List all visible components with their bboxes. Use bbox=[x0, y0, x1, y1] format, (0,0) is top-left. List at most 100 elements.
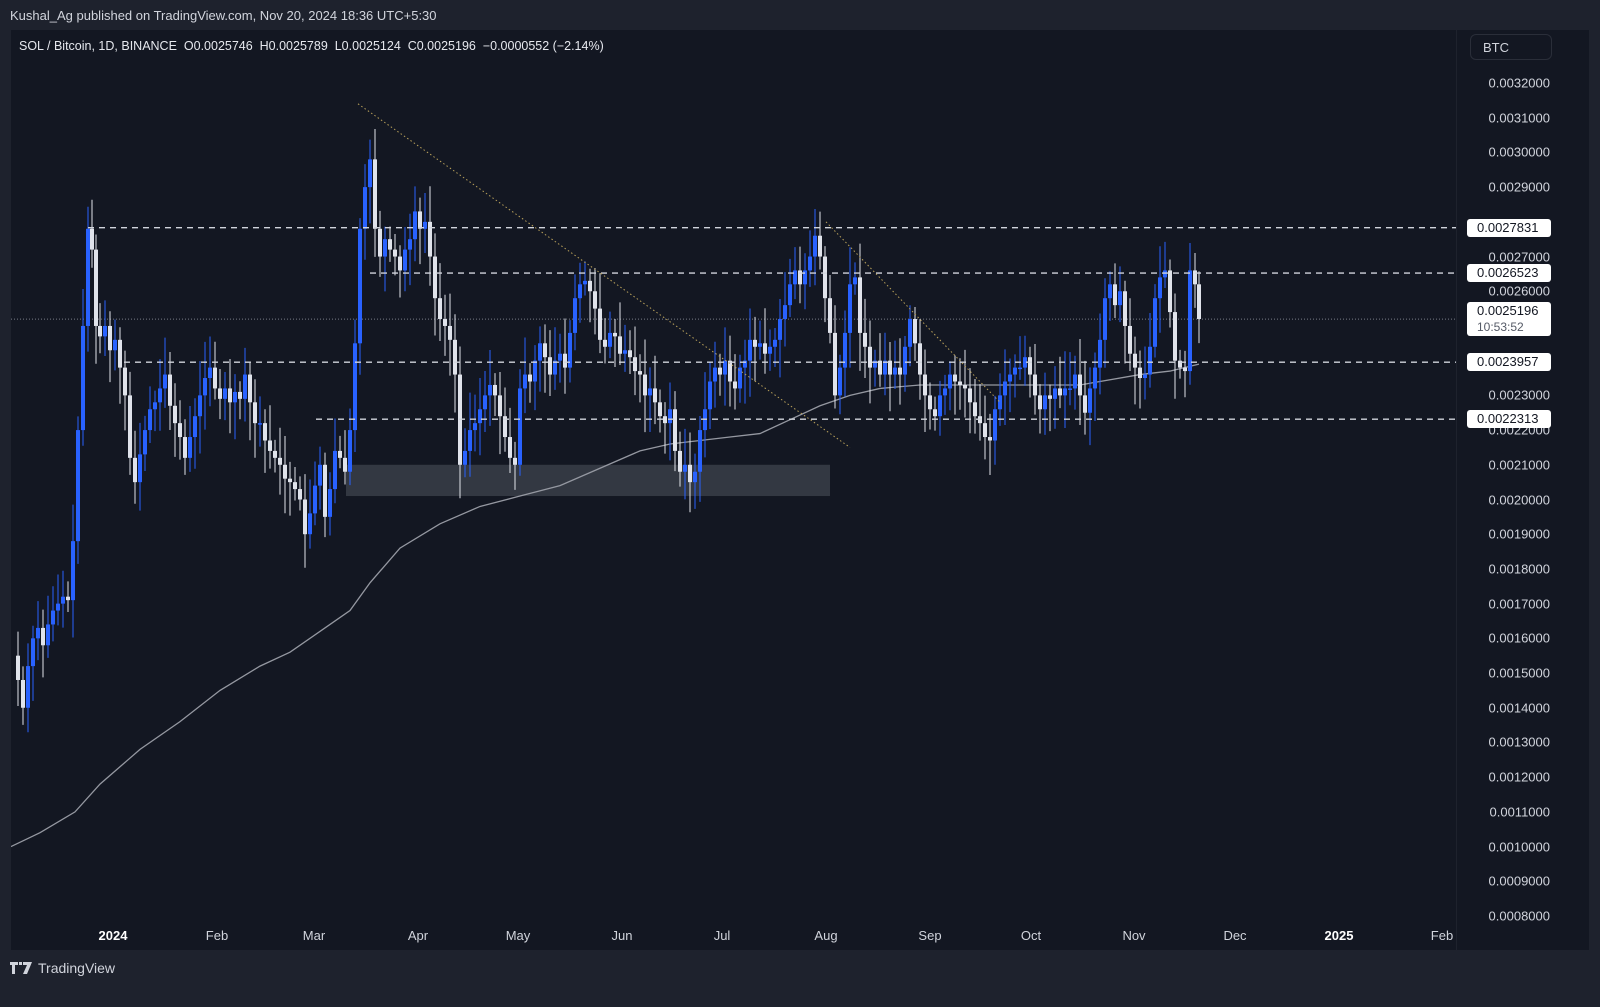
candle-body bbox=[283, 464, 287, 479]
candle-body bbox=[208, 367, 212, 379]
candle-body bbox=[123, 367, 127, 396]
candle-body bbox=[143, 430, 147, 455]
candle-body bbox=[963, 384, 967, 389]
candle-body bbox=[86, 228, 90, 326]
candle-body bbox=[778, 319, 782, 340]
candle-body bbox=[298, 489, 302, 500]
x-axis-label: Feb bbox=[205, 928, 229, 943]
candle-body bbox=[71, 541, 75, 601]
candle-body bbox=[578, 284, 582, 299]
symbol-legend: SOL / Bitcoin, 1D, BINANCE O0.0025746 H0… bbox=[19, 39, 604, 53]
candle-body bbox=[258, 423, 262, 425]
price-axis[interactable] bbox=[1456, 30, 1589, 950]
candle-body bbox=[613, 332, 617, 337]
candle-body bbox=[948, 374, 952, 389]
candle-body bbox=[533, 360, 537, 382]
candle-body bbox=[433, 256, 437, 299]
candle-body bbox=[758, 343, 762, 347]
candle-body bbox=[748, 339, 752, 361]
candle-body bbox=[388, 239, 392, 250]
candle-body bbox=[51, 610, 55, 625]
candle-body bbox=[403, 249, 407, 271]
published-caption: Kushal_Ag published on TradingView.com, … bbox=[10, 8, 437, 23]
candle-body bbox=[618, 336, 622, 354]
candle-body bbox=[393, 249, 397, 257]
candle-body bbox=[158, 388, 162, 403]
candle-body bbox=[293, 482, 297, 490]
candle-body bbox=[423, 221, 427, 229]
trendline bbox=[825, 221, 1001, 403]
candle-body bbox=[608, 332, 612, 347]
close-value: C0.0025196 bbox=[407, 39, 476, 53]
candle-body bbox=[478, 409, 482, 424]
candle-body bbox=[913, 319, 917, 344]
x-axis-label: Mar bbox=[302, 928, 326, 943]
y-axis-label: 0.0027000 bbox=[1488, 249, 1550, 265]
x-axis-label: Dec bbox=[1223, 928, 1247, 943]
candle-body bbox=[643, 374, 647, 396]
candle-body bbox=[468, 430, 472, 451]
candle-body bbox=[94, 249, 98, 326]
candle-body bbox=[798, 270, 802, 285]
x-axis-label: Jul bbox=[713, 928, 731, 943]
candle-body bbox=[708, 381, 712, 410]
candle-body bbox=[453, 339, 457, 375]
candle-body bbox=[933, 409, 937, 417]
candle-body bbox=[1018, 367, 1022, 370]
candle-body bbox=[213, 367, 217, 389]
current-price-tag: 0.0025196 10:53:52 bbox=[1467, 302, 1551, 337]
x-axis-label: Sep bbox=[918, 928, 942, 943]
candle-body bbox=[61, 596, 65, 604]
candle-body bbox=[753, 339, 757, 347]
candle-body bbox=[803, 270, 807, 285]
candle-body bbox=[1133, 353, 1137, 368]
candle-body bbox=[408, 239, 412, 250]
candle-body bbox=[278, 457, 282, 465]
candle-body bbox=[928, 395, 932, 410]
candle-body bbox=[353, 343, 357, 431]
candle-body bbox=[21, 679, 25, 708]
symbol-name[interactable]: SOL / Bitcoin, 1D, BINANCE bbox=[19, 39, 177, 53]
candle-body bbox=[648, 388, 652, 396]
candle-body bbox=[743, 360, 747, 368]
candle-body bbox=[223, 388, 227, 399]
candle-body bbox=[76, 430, 80, 542]
candle-body bbox=[858, 277, 862, 333]
candle-body bbox=[603, 339, 607, 347]
candle-body bbox=[148, 409, 152, 431]
candle-body bbox=[853, 277, 857, 285]
trendline bbox=[357, 103, 851, 448]
candle-body bbox=[628, 350, 632, 358]
candle-body bbox=[398, 256, 402, 271]
candle-body bbox=[253, 402, 257, 424]
y-axis-label: 0.0014000 bbox=[1488, 700, 1550, 716]
candle-body bbox=[518, 388, 522, 465]
candle-body bbox=[658, 402, 662, 417]
candle-body bbox=[473, 423, 477, 431]
level-price-tag: 0.0026523 bbox=[1467, 264, 1551, 283]
level-price-tag: 0.0027831 bbox=[1467, 218, 1551, 237]
candle-body bbox=[428, 221, 432, 257]
y-axis-label: 0.0016000 bbox=[1488, 630, 1550, 646]
candle-body bbox=[373, 159, 377, 229]
candle-body bbox=[508, 437, 512, 458]
candle-body bbox=[183, 437, 187, 458]
candle-body bbox=[693, 471, 697, 483]
candle-body bbox=[893, 367, 897, 375]
candle-body bbox=[368, 159, 372, 188]
candle-body bbox=[573, 298, 577, 333]
candle-body bbox=[348, 430, 352, 472]
candle-body bbox=[318, 464, 322, 486]
candle-body bbox=[638, 371, 642, 375]
candle-body bbox=[443, 319, 447, 326]
candle-body bbox=[46, 624, 50, 646]
y-axis-label: 0.0010000 bbox=[1488, 839, 1550, 855]
currency-button[interactable]: BTC bbox=[1470, 34, 1552, 60]
candle-body bbox=[808, 256, 812, 271]
footer-brand: TradingView bbox=[10, 960, 115, 976]
candle-body bbox=[1103, 298, 1107, 340]
candle-body bbox=[873, 360, 877, 368]
candle-body bbox=[1058, 388, 1062, 396]
candle-body bbox=[333, 450, 337, 490]
